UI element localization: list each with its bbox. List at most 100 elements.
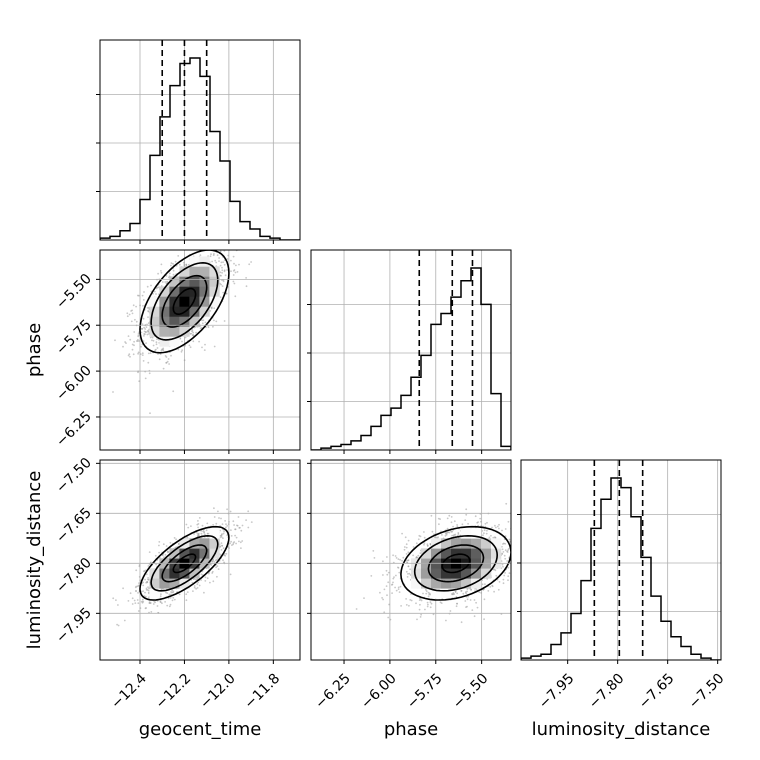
scatter-point (507, 549, 509, 551)
scatter-point (505, 502, 508, 505)
scatter-point (382, 560, 384, 563)
scatter-point (423, 531, 425, 533)
scatter-point (415, 542, 418, 545)
density-cell (441, 548, 452, 559)
scatter-point (138, 294, 140, 297)
x-tick-label: −6.25 (312, 671, 354, 713)
scatter-point (211, 560, 214, 563)
scatter-point (483, 618, 485, 621)
scatter-point (401, 559, 403, 562)
scatter-point (235, 542, 238, 545)
scatter-point (131, 348, 134, 351)
scatter-point (445, 619, 447, 622)
scatter-point (210, 564, 213, 566)
scatter-point (207, 326, 210, 329)
scatter-point (220, 517, 222, 520)
density-cell (179, 548, 190, 559)
scatter-point (201, 346, 203, 349)
contour-2.0-sigma (139, 525, 230, 601)
scatter-point (382, 598, 384, 601)
scatter-point (135, 340, 138, 342)
scatter-point (221, 523, 224, 525)
scatter-point (397, 586, 400, 589)
scatter-point (147, 316, 149, 318)
scatter-point (527, 544, 529, 546)
scatter-point (137, 371, 139, 374)
density-cell (471, 578, 482, 589)
y-axis-label-luminosity_distance: luminosity_distance (24, 471, 45, 650)
scatter-point (140, 327, 143, 330)
scatter-point (449, 610, 452, 612)
scatter-point (233, 541, 236, 543)
density-cell (421, 568, 432, 579)
scatter-point (157, 353, 159, 355)
scatter-point (139, 607, 142, 609)
scatter-point (234, 271, 237, 274)
scatter-point (127, 354, 130, 357)
scatter-point (199, 254, 202, 257)
scatter-point (213, 307, 216, 310)
scatter-point (180, 350, 183, 353)
scatter-point (207, 572, 210, 575)
scatter-point (172, 273, 175, 276)
scatter-point (373, 557, 376, 559)
scatter-point (142, 305, 144, 307)
scatter-point (155, 343, 158, 346)
density-cell (169, 578, 180, 589)
density-cell (471, 528, 482, 539)
scatter-point (392, 577, 395, 580)
scatter-point (397, 588, 400, 590)
scatter-point (392, 554, 394, 557)
scatter-point (163, 556, 165, 559)
scatter-point (168, 605, 171, 608)
scatter-point (403, 548, 406, 551)
density-cell (149, 326, 160, 337)
scatter-point (433, 536, 436, 539)
scatter-point (245, 285, 248, 288)
density-cell (199, 276, 210, 287)
density-cell (159, 326, 170, 337)
scatter-point (518, 535, 520, 537)
scatter-point (483, 598, 486, 601)
scatter-point (137, 351, 140, 354)
scatter-point (489, 586, 492, 588)
scatter-point (448, 514, 451, 517)
density-cell (431, 588, 442, 599)
scatter-point (161, 281, 164, 283)
scatter-point (226, 534, 229, 537)
scatter-point (385, 569, 388, 572)
scatter-point (171, 589, 174, 592)
scatter-point (160, 271, 163, 274)
scatter-point (383, 588, 386, 591)
scatter-point (399, 585, 402, 588)
scatter-point (508, 538, 511, 541)
scatter-point (169, 541, 172, 544)
scatter-point (506, 560, 509, 562)
scatter-point (177, 255, 180, 257)
scatter-point (134, 318, 136, 321)
scatter-point (387, 571, 390, 574)
scatter-point (148, 589, 150, 592)
scatter-point (494, 524, 496, 527)
scatter-point (131, 603, 134, 605)
scatter-point (381, 597, 383, 599)
scatter-point (141, 323, 144, 325)
scatter-point (155, 293, 157, 295)
scatter-point (397, 566, 399, 569)
scatter-point (145, 573, 148, 576)
scatter-point (181, 349, 184, 352)
scatter-point (394, 555, 397, 557)
scatter-point (230, 259, 232, 262)
scatter-point (432, 613, 435, 616)
scatter-point (501, 548, 504, 551)
scatter-point (217, 510, 219, 513)
scatter-point (193, 533, 196, 535)
scatter-point (479, 517, 482, 520)
scatter-point (191, 330, 193, 332)
density-cell (491, 548, 502, 559)
scatter-point (451, 593, 454, 595)
scatter-point (128, 313, 131, 316)
scatter-point (450, 516, 453, 518)
scatter-point (216, 254, 219, 257)
density-cell (199, 286, 210, 297)
